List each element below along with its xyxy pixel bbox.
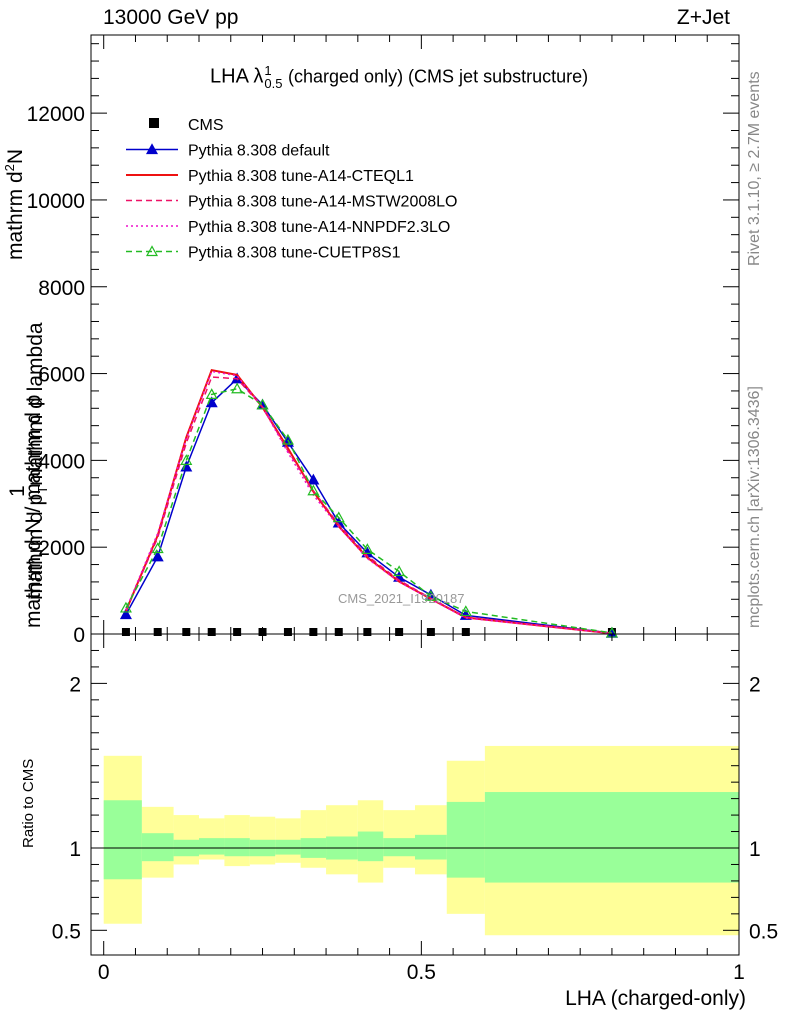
cms-data-point [182, 628, 191, 636]
cms-data-point [233, 628, 242, 636]
cms-data-point [121, 628, 130, 636]
default-marker [307, 473, 320, 485]
x-axis-label: LHA (charged-only) [565, 987, 746, 1010]
ratio-y-tick-label-right: 2 [749, 673, 761, 696]
default-marker [119, 608, 132, 620]
cuetp8s1-marker [231, 382, 244, 394]
cms-data-point [283, 628, 292, 636]
y-tick-label: 0 [73, 624, 85, 647]
cms-data-point [258, 628, 267, 636]
inner-band-bin [199, 838, 225, 855]
plot-title-rest: (charged only) (CMS jet substructure) [288, 66, 589, 87]
ratio-ylabel: Ratio to CMS [20, 758, 37, 848]
ylabel-denom-main: mathrm d p [24, 493, 47, 600]
legend-label: Pythia 8.308 default [188, 143, 330, 160]
y-tick-label: 8000 [38, 277, 85, 300]
cms-data-point [334, 628, 343, 636]
cms-data-point [395, 628, 404, 636]
ratio-y-tick-label: 1 [69, 838, 81, 861]
plot-title-sup: 1 [264, 63, 272, 78]
plot-title-sub: 0.5 [264, 76, 283, 91]
inner-band-bin [484, 792, 739, 883]
legend-swatch-marker [145, 245, 159, 257]
cms-data-point [461, 628, 470, 636]
legend-swatch-marker [145, 143, 159, 155]
ylabel-numer-main: mathrm d [4, 171, 27, 260]
cuetp8s1-marker [393, 565, 406, 577]
ratio-plot: 0 0.5 10.5 0.51 12 2 [52, 633, 778, 984]
inner-band-bin [103, 800, 142, 880]
x-tick-label: 1 [733, 961, 745, 984]
inner-band-bin [357, 831, 384, 862]
y-tick-label: 6000 [38, 364, 85, 387]
y-tick-label: 2000 [38, 537, 85, 560]
cuetp8s1-marker [180, 454, 193, 465]
series-line-5 [125, 387, 613, 634]
ratio-frame [90, 633, 740, 956]
ylabel-denom: mathrm d pTmathrm d lambda [24, 322, 50, 600]
x-tick-label: 0.5 [407, 961, 436, 984]
legend-label: Pythia 8.308 tune-A14-MSTW2008LO [188, 194, 457, 211]
legend-swatch-cms [149, 118, 159, 128]
inner-band-bin [224, 838, 250, 857]
series-line-1 [125, 377, 613, 634]
inner-band-bin [141, 833, 174, 862]
legend-label: Pythia 8.308 tune-A14-NNPDF2.3LO [188, 219, 450, 236]
legend-label: Pythia 8.308 tune-A14-CTEQL1 [188, 168, 414, 185]
cuetp8s1-marker [281, 433, 294, 445]
cuetp8s1-marker [424, 590, 437, 601]
inner-band-bin [415, 834, 447, 860]
y-tick-label: 10000 [27, 190, 85, 213]
legend-label: CMS [188, 117, 224, 134]
series-line-4 [125, 370, 613, 635]
series-line-3 [125, 376, 613, 635]
mcplots-label: mcplots.cern.ch [arXiv:1306.3436] [746, 386, 763, 628]
analysis-watermark: CMS_2021_I1920187 [338, 591, 465, 606]
main-plot: 0 2000 4000 6000 8000 10000 12000 CMS Pythia 8.3… [27, 34, 740, 647]
cuetp8s1-marker [361, 543, 374, 554]
process-label: Z+Jet [676, 6, 730, 29]
y-tick-label: 4000 [38, 450, 85, 473]
plot-title: LHA λ 1 0.5 (charged only) (CMS jet substr… [210, 64, 588, 90]
plot-title-main: LHA λ [210, 65, 264, 88]
inner-band-bin [275, 839, 301, 855]
rivet-version-label: Rivet 3.1.10, ≥ 2.7M events [746, 71, 763, 266]
ylabel-numer-sup: 2 [2, 164, 17, 172]
cuetp8s1-marker [307, 484, 320, 496]
cuetp8s1-marker [119, 601, 132, 613]
cms-data-point [153, 628, 162, 636]
x-tick-label: 0 [98, 961, 110, 984]
ylabel-denom-sub: T [35, 485, 51, 494]
ylabel-numer: mathrm d2N [2, 149, 28, 260]
y-tick-label: 12000 [27, 103, 85, 126]
cms-data-point [363, 628, 372, 636]
ratio-y-tick-label: 2 [69, 673, 81, 696]
cuetp8s1-marker [459, 605, 472, 617]
legend-label: Pythia 8.308 tune-CUETP8S1 [188, 245, 401, 262]
ylabel-denom-end: mathrm d lambda [24, 322, 47, 486]
cuetp8s1-marker [332, 511, 345, 523]
cuetp8s1-marker [151, 542, 164, 554]
cms-data-point [309, 628, 318, 636]
ratio-y-tick-label-right: 1 [749, 838, 761, 861]
ylabel-numer-end: N [4, 148, 27, 165]
inner-band-bin [446, 801, 485, 878]
default-marker [151, 550, 164, 562]
inner-band-bin [383, 838, 415, 857]
energy-label: 13000 GeV pp [103, 6, 239, 29]
cms-data-point [207, 628, 216, 636]
ratio-y-tick-label: 0.5 [52, 920, 81, 943]
cuetp8s1-marker [205, 388, 218, 399]
cms-data-point [426, 628, 435, 636]
cuetp8s1-marker [256, 398, 269, 410]
ratio-y-tick-label-right: 0.5 [749, 920, 778, 943]
